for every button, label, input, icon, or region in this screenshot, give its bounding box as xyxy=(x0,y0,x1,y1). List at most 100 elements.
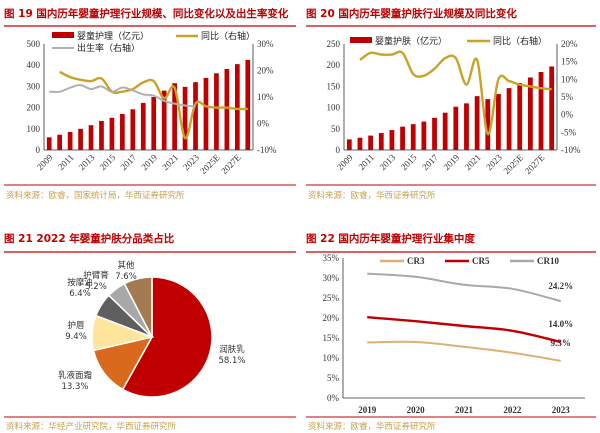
bar xyxy=(549,66,555,150)
legend-label: 同比（右轴） xyxy=(493,35,547,47)
series-line-cr10 xyxy=(367,272,562,303)
x-tick-label: 2015 xyxy=(399,152,419,172)
x-tick-label: 2022 xyxy=(503,405,522,415)
slice-value-label: 5.2% xyxy=(85,282,107,292)
y2-tick-label: 20% xyxy=(257,66,274,76)
y2-tick-label: 0% xyxy=(257,119,270,129)
y-tick-label: 15% xyxy=(323,333,340,343)
bar xyxy=(78,128,83,150)
y2-tick-label: 20% xyxy=(561,39,578,49)
chart-title: 图 20 国内历年婴童护肤行业规模及同比变化 xyxy=(306,7,517,20)
y2-tick-label: 5% xyxy=(561,92,574,102)
bar xyxy=(496,94,501,150)
pie-slice xyxy=(123,276,153,338)
y-tick-label: 25% xyxy=(323,293,340,303)
bar xyxy=(245,59,251,150)
x-tick-label: 2013 xyxy=(378,152,398,172)
y-tick-label: 0% xyxy=(327,393,340,403)
bar xyxy=(474,96,480,150)
y-tick-label: 10% xyxy=(323,353,340,363)
bar xyxy=(67,131,73,150)
legend-label: 婴童护理（亿元） xyxy=(77,30,149,42)
x-tick-label: 2025E xyxy=(501,152,525,176)
x-tick-label: 2017 xyxy=(420,152,440,172)
y-tick-label: 20% xyxy=(323,313,340,323)
end-value-label: 24.2% xyxy=(548,281,573,291)
panel-fig19: 图 19 国内历年婴童护理行业规模、同比变化以及出生率变化 0 100 200 300… xyxy=(4,7,296,201)
x-tick-label: 2027E xyxy=(523,152,547,176)
legend-swatch-bar xyxy=(52,32,74,38)
chart-source: 资料来源：欧睿，华西证券研究所 xyxy=(308,421,436,432)
bar xyxy=(120,113,125,150)
bar xyxy=(357,137,363,150)
slice-name-label: 护唇 xyxy=(67,320,85,331)
slice-value-label: 6.4% xyxy=(69,289,91,299)
bar xyxy=(506,88,512,150)
bar xyxy=(214,73,219,150)
slice-name-label: 其他 xyxy=(117,260,135,271)
legend-label: CR10 xyxy=(537,256,559,266)
y2-tick-label: 0% xyxy=(561,110,574,120)
bar xyxy=(46,137,52,150)
y2-tick-label: 10% xyxy=(257,92,274,102)
legend-label: 同比（右轴） xyxy=(201,30,255,42)
panel-fig20: 图 20 国内历年婴童护肤行业规模及同比变化 0 50 100 150 200 250 -1… xyxy=(306,7,596,201)
pie-slice xyxy=(121,276,213,398)
series-line-1 xyxy=(359,50,552,136)
chart-title: 图 21 2022 年婴童护肤分品类占比 xyxy=(4,232,175,245)
y-tick-label: 250 xyxy=(327,39,341,49)
slice-name-label: 乳液面霜 xyxy=(58,370,92,381)
legend-label: 婴童护肤（亿元） xyxy=(375,35,447,47)
y2-tick-label: 10% xyxy=(561,74,578,84)
x-tick-label: 2017 xyxy=(118,152,138,172)
y2-tick-label: 15% xyxy=(561,57,578,67)
x-tick-label: 2009 xyxy=(35,152,55,172)
bar xyxy=(389,130,395,150)
bar xyxy=(172,83,177,150)
x-tick-label: 2009 xyxy=(335,152,355,172)
y-tick-label: 35% xyxy=(323,253,340,263)
legend-label: CR3 xyxy=(407,256,425,266)
bar xyxy=(234,64,240,150)
series-line-1 xyxy=(59,70,248,140)
y-tick-label: 100 xyxy=(327,103,341,113)
y-tick-label: 100 xyxy=(27,124,41,134)
x-tick-label: 2011 xyxy=(56,152,76,172)
bar xyxy=(130,109,136,150)
x-tick-label: 2013 xyxy=(77,152,97,172)
slice-name-label: 润肤乳 xyxy=(219,344,245,355)
x-tick-label: 2019 xyxy=(441,152,461,172)
slice-value-label: 9.4% xyxy=(65,332,87,342)
chart-fig22: 0% 5% 10% 15% 20% 25% 30% 35% 2019 2020 2021 2022 20… xyxy=(323,253,585,415)
end-value-label: 14.0% xyxy=(548,319,573,329)
y-tick-label: 400 xyxy=(27,60,41,70)
series-line-cr3 xyxy=(367,340,561,362)
bar xyxy=(464,103,469,150)
bar xyxy=(421,121,427,150)
x-tick-label: 2027E xyxy=(219,152,243,176)
y-tick-label: 30% xyxy=(323,273,340,283)
chart-source: 资料来源：欧睿，华西证券研究所 xyxy=(308,190,436,201)
legend-label: 出生率（右轴） xyxy=(77,42,140,54)
panel-fig22: 图 22 国内历年婴童护理行业集中度 0% 5% 10% 15% 20% 25% 30% 35… xyxy=(306,232,596,432)
chart-title: 图 22 国内历年婴童护理行业集中度 xyxy=(306,232,475,245)
y-tick-label: 5% xyxy=(327,373,340,383)
y-tick-label: 200 xyxy=(327,60,341,70)
y-tick-label: 300 xyxy=(27,81,41,91)
legend-label: CR5 xyxy=(472,256,490,266)
slice-value-label: 7.6% xyxy=(115,272,137,282)
x-tick-label: 2025E xyxy=(198,152,222,176)
slice-value-label: 58.1% xyxy=(218,356,245,366)
legend-swatch-bar xyxy=(350,37,372,43)
bar xyxy=(368,135,374,150)
bar xyxy=(527,77,533,150)
bar xyxy=(88,125,94,150)
bar xyxy=(400,126,405,150)
bar xyxy=(346,139,352,150)
bar xyxy=(203,77,209,150)
bar xyxy=(378,133,384,150)
bar xyxy=(517,83,523,150)
bar xyxy=(442,112,448,150)
